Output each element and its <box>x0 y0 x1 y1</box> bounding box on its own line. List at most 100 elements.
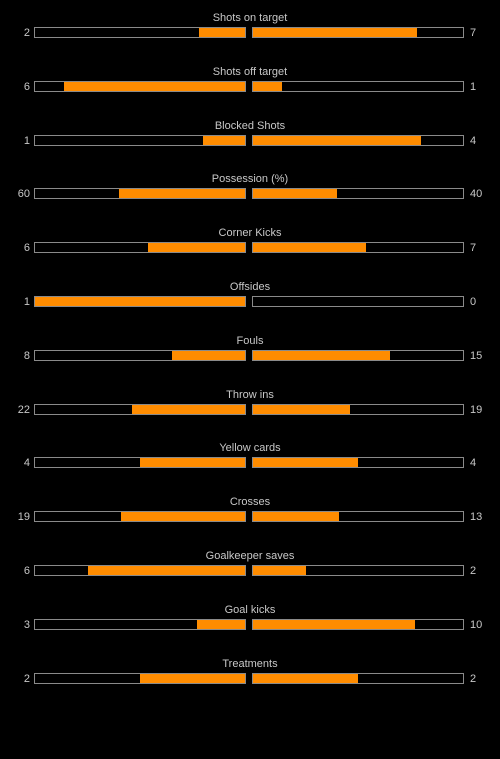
home-value: 6 <box>23 564 30 577</box>
home-bar <box>34 134 246 146</box>
home-value: 3 <box>23 618 30 631</box>
home-bar-fill <box>119 189 245 199</box>
away-value: 1 <box>470 80 477 93</box>
home-bar-fill <box>64 81 245 91</box>
stat-row: Shots on target 2 7 <box>0 10 500 64</box>
stat-row: Goal kicks 3 10 <box>0 602 500 656</box>
away-value: 40 <box>470 188 483 201</box>
away-bar-fill <box>253 404 350 414</box>
home-bar-fill <box>203 135 245 145</box>
home-bar-fill <box>171 350 245 360</box>
away-bar-fill <box>253 28 417 37</box>
stat-label: Goal kicks <box>224 603 276 616</box>
home-bar-fill <box>131 404 245 414</box>
away-bar-fill <box>253 512 340 522</box>
away-bar <box>252 134 464 146</box>
home-bar-fill <box>121 512 245 522</box>
stat-row: Yellow cards 4 4 <box>0 440 500 494</box>
stat-label: Fouls <box>236 334 264 347</box>
stat-row: Corner Kicks 6 7 <box>0 225 500 279</box>
away-bar <box>252 672 464 684</box>
stat-row: Shots off target 6 1 <box>0 64 500 118</box>
away-value: 4 <box>470 134 477 147</box>
home-value: 6 <box>23 242 30 255</box>
home-bar <box>34 295 246 307</box>
away-value: 15 <box>470 349 483 362</box>
away-value: 0 <box>470 295 477 308</box>
away-value: 13 <box>470 511 483 524</box>
stat-label: Throw ins <box>226 388 274 401</box>
away-value: 2 <box>470 564 477 577</box>
away-bar <box>252 564 464 576</box>
away-value: 2 <box>470 672 477 685</box>
home-bar <box>34 188 246 200</box>
away-bar <box>252 349 464 361</box>
away-bar-fill <box>253 350 390 360</box>
stat-label: Possession (%) <box>211 173 289 186</box>
stat-row: Blocked Shots 1 4 <box>0 118 500 172</box>
away-bar-fill <box>253 81 283 91</box>
away-bar-fill <box>253 619 415 629</box>
away-bar <box>252 188 464 200</box>
home-bar-fill <box>148 243 245 253</box>
stat-row: Crosses 19 13 <box>0 494 500 548</box>
home-bar <box>34 27 246 38</box>
stat-row: Possession (%) 60 40 <box>0 171 500 225</box>
home-value: 22 <box>17 403 30 416</box>
stat-row: Goalkeeper saves 6 2 <box>0 548 500 602</box>
home-bar-fill <box>87 565 245 575</box>
away-bar <box>252 618 464 630</box>
away-bar <box>252 403 464 415</box>
home-value: 2 <box>23 672 30 685</box>
away-bar <box>252 80 464 92</box>
stat-label: Offsides <box>229 280 271 293</box>
stat-label: Crosses <box>229 496 271 509</box>
home-value: 60 <box>17 188 30 201</box>
home-value: 1 <box>23 134 30 147</box>
home-bar-fill <box>140 673 245 683</box>
stat-row: Fouls 8 15 <box>0 333 500 387</box>
away-bar-fill <box>253 458 358 468</box>
home-bar <box>34 457 246 469</box>
home-value: 19 <box>17 511 30 524</box>
away-bar <box>252 457 464 469</box>
away-bar-fill <box>253 189 337 199</box>
away-value: 7 <box>470 27 477 39</box>
away-bar <box>252 242 464 254</box>
stat-row: Throw ins 22 19 <box>0 387 500 441</box>
home-bar-fill <box>198 28 245 37</box>
home-bar <box>34 511 246 523</box>
stat-row: Treatments 2 2 <box>0 656 500 710</box>
home-value: 2 <box>23 27 30 39</box>
stat-label: Shots on target <box>212 12 288 24</box>
away-value: 10 <box>470 618 483 631</box>
stat-label: Shots off target <box>212 65 288 78</box>
home-bar <box>34 242 246 254</box>
match-stats-list: Shots on target 2 7 Shots off target 6 1… <box>0 10 500 709</box>
away-bar-fill <box>253 673 358 683</box>
away-bar <box>252 27 464 38</box>
home-value: 1 <box>23 295 30 308</box>
home-bar-fill <box>196 619 245 629</box>
away-value: 4 <box>470 457 477 470</box>
home-bar <box>34 403 246 415</box>
away-bar-fill <box>253 243 367 253</box>
stat-label: Blocked Shots <box>214 119 286 132</box>
home-bar-fill <box>140 458 245 468</box>
home-bar <box>34 564 246 576</box>
home-bar <box>34 672 246 684</box>
stat-label: Treatments <box>222 657 278 670</box>
stat-label: Goalkeeper saves <box>205 549 295 562</box>
home-value: 6 <box>23 80 30 93</box>
home-value: 4 <box>23 457 30 470</box>
home-value: 8 <box>23 349 30 362</box>
away-bar-fill <box>253 135 421 145</box>
away-bar <box>252 511 464 523</box>
away-value: 19 <box>470 403 483 416</box>
stat-label: Yellow cards <box>219 442 281 455</box>
away-bar <box>252 295 464 307</box>
home-bar <box>34 618 246 630</box>
home-bar <box>34 349 246 361</box>
stat-label: Corner Kicks <box>218 227 282 240</box>
away-bar-fill <box>253 565 306 575</box>
